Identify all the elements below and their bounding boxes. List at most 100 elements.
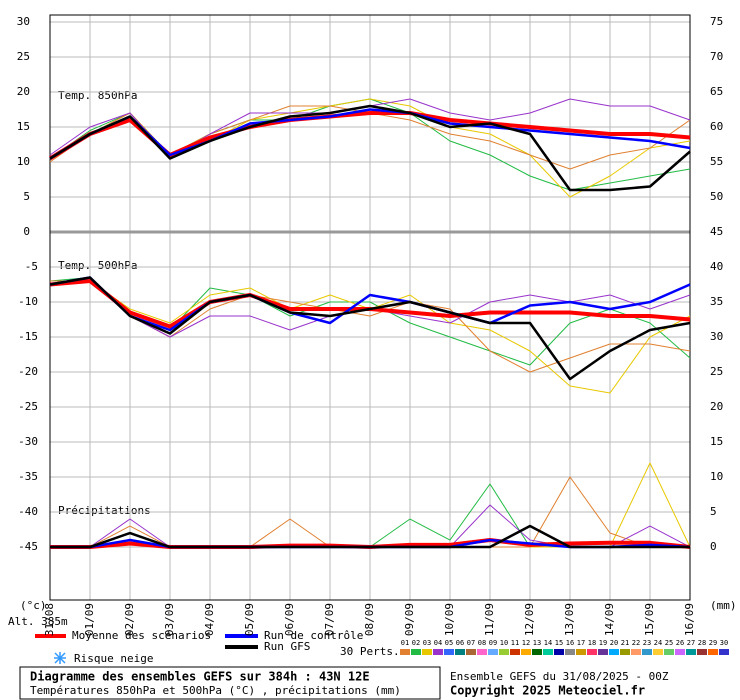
- y2-tick-label: 50: [710, 190, 723, 203]
- y2-tick-label: 75: [710, 15, 723, 28]
- series-line: [49, 104, 691, 192]
- x-tick-label: 02/09: [123, 603, 136, 636]
- pert-swatch: [499, 649, 509, 655]
- pert-number: 04: [434, 639, 442, 647]
- pert-swatch: [466, 649, 476, 655]
- panel-label: Précipitations: [58, 504, 151, 517]
- y-tick-label: -15: [18, 330, 38, 343]
- y-tick-label: 15: [17, 120, 30, 133]
- pert-swatch: [598, 649, 608, 655]
- y-tick-label: 25: [17, 50, 30, 63]
- y2-tick-label: 40: [710, 260, 723, 273]
- series-line: [50, 524, 690, 549]
- y-tick-label: 5: [23, 190, 30, 203]
- x-tick-label: 10/09: [443, 603, 456, 636]
- x-tick-label: 06/09: [283, 603, 296, 636]
- legend-label: Run GFS: [264, 640, 310, 653]
- pert-number: 27: [687, 639, 695, 647]
- pert-number: 30: [720, 639, 728, 647]
- y-tick-label: 10: [17, 155, 30, 168]
- y-tick-label: -5: [25, 260, 38, 273]
- pert-number: 23: [643, 639, 651, 647]
- pert-swatch: [422, 649, 432, 655]
- pert-swatch: [697, 649, 707, 655]
- pert-swatch: [719, 649, 729, 655]
- pert-number: 08: [478, 639, 486, 647]
- x-tick-label: 07/09: [323, 603, 336, 636]
- footer-box: [19, 666, 441, 700]
- y2-tick-label: 55: [710, 155, 723, 168]
- y-unit: (°c): [20, 599, 47, 612]
- y2-tick-label: 70: [710, 50, 723, 63]
- x-tick-label: 04/09: [203, 603, 216, 636]
- x-tick-label: 12/09: [523, 603, 536, 636]
- pert-number: 15: [555, 639, 563, 647]
- pert-swatch: [675, 649, 685, 655]
- x-tick-label: 09/09: [403, 603, 416, 636]
- legend-label: Risque neige: [74, 652, 153, 665]
- x-tick-label: 03/09: [163, 603, 176, 636]
- x-tick-label: 08/09: [363, 603, 376, 636]
- pert-swatch: [587, 649, 597, 655]
- footer-subtitle: Températures 850hPa et 500hPa (°C) , pré…: [30, 684, 401, 697]
- x-tick-label: 16/09: [683, 603, 696, 636]
- altitude: Alt. 385m: [8, 615, 68, 628]
- pert-swatch: [609, 649, 619, 655]
- pert-number: 17: [577, 639, 585, 647]
- legend: Moyenne des scénarios Run de contrôle Ru…: [35, 629, 400, 665]
- series-line: [49, 108, 691, 160]
- legend-label: 30 Perts.: [340, 645, 400, 658]
- pert-number: 09: [489, 639, 497, 647]
- panel-label: Temp. 500hPa: [58, 259, 137, 272]
- pert-swatch: [400, 649, 410, 655]
- pert-number: 26: [676, 639, 684, 647]
- pert-swatch: [411, 649, 421, 655]
- pert-number: 02: [412, 639, 420, 647]
- pert-swatch: [631, 649, 641, 655]
- y2-tick-label: 25: [710, 365, 723, 378]
- pert-number: 21: [621, 639, 629, 647]
- footer-run: Ensemble GEFS du 31/08/2025 - 00Z: [450, 670, 669, 683]
- pert-number: 01: [401, 639, 409, 647]
- y-tick-label: -10: [18, 295, 38, 308]
- y2-tick-label: 65: [710, 85, 723, 98]
- x-tick-label: 01/09: [83, 603, 96, 636]
- pert-swatch: [620, 649, 630, 655]
- pert-number: 05: [445, 639, 453, 647]
- plot-frame: [49, 14, 691, 601]
- series-line: [49, 276, 691, 381]
- pert-number: 11: [511, 639, 519, 647]
- y2-tick-label: 15: [710, 435, 723, 448]
- y-tick-label: -20: [18, 365, 38, 378]
- pert-swatch: [554, 649, 564, 655]
- pert-number: 28: [698, 639, 706, 647]
- pert-swatch: [444, 649, 454, 655]
- pert-number: 22: [632, 639, 640, 647]
- legend-label: Run de contrôle: [264, 629, 363, 642]
- pert-number: 13: [533, 639, 541, 647]
- y-tick-label: -30: [18, 435, 38, 448]
- y-tick-label: 30: [17, 15, 30, 28]
- pert-number: 29: [709, 639, 717, 647]
- pert-number: 18: [588, 639, 596, 647]
- pert-number: 14: [544, 639, 552, 647]
- pert-number: 16: [566, 639, 574, 647]
- y-tick-label: -35: [18, 470, 38, 483]
- legend-label: Moyenne des scénarios: [72, 629, 211, 642]
- pert-swatch: [488, 649, 498, 655]
- y-tick-label: -40: [18, 505, 38, 518]
- pert-number: 06: [456, 639, 464, 647]
- pert-number: 24: [654, 639, 662, 647]
- y2-tick-label: 35: [710, 295, 723, 308]
- x-tick-label: 11/09: [483, 603, 496, 636]
- x-tick-label: 31/08: [43, 603, 56, 636]
- pert-number: 12: [522, 639, 530, 647]
- pert-swatch: [532, 649, 542, 655]
- x-tick-label: 14/09: [603, 603, 616, 636]
- pert-number: 03: [423, 639, 431, 647]
- panel-label: Temp. 850hPa: [58, 89, 137, 102]
- y-tick-label: -45: [18, 540, 38, 553]
- pert-number: 25: [665, 639, 673, 647]
- pert-number: 20: [610, 639, 618, 647]
